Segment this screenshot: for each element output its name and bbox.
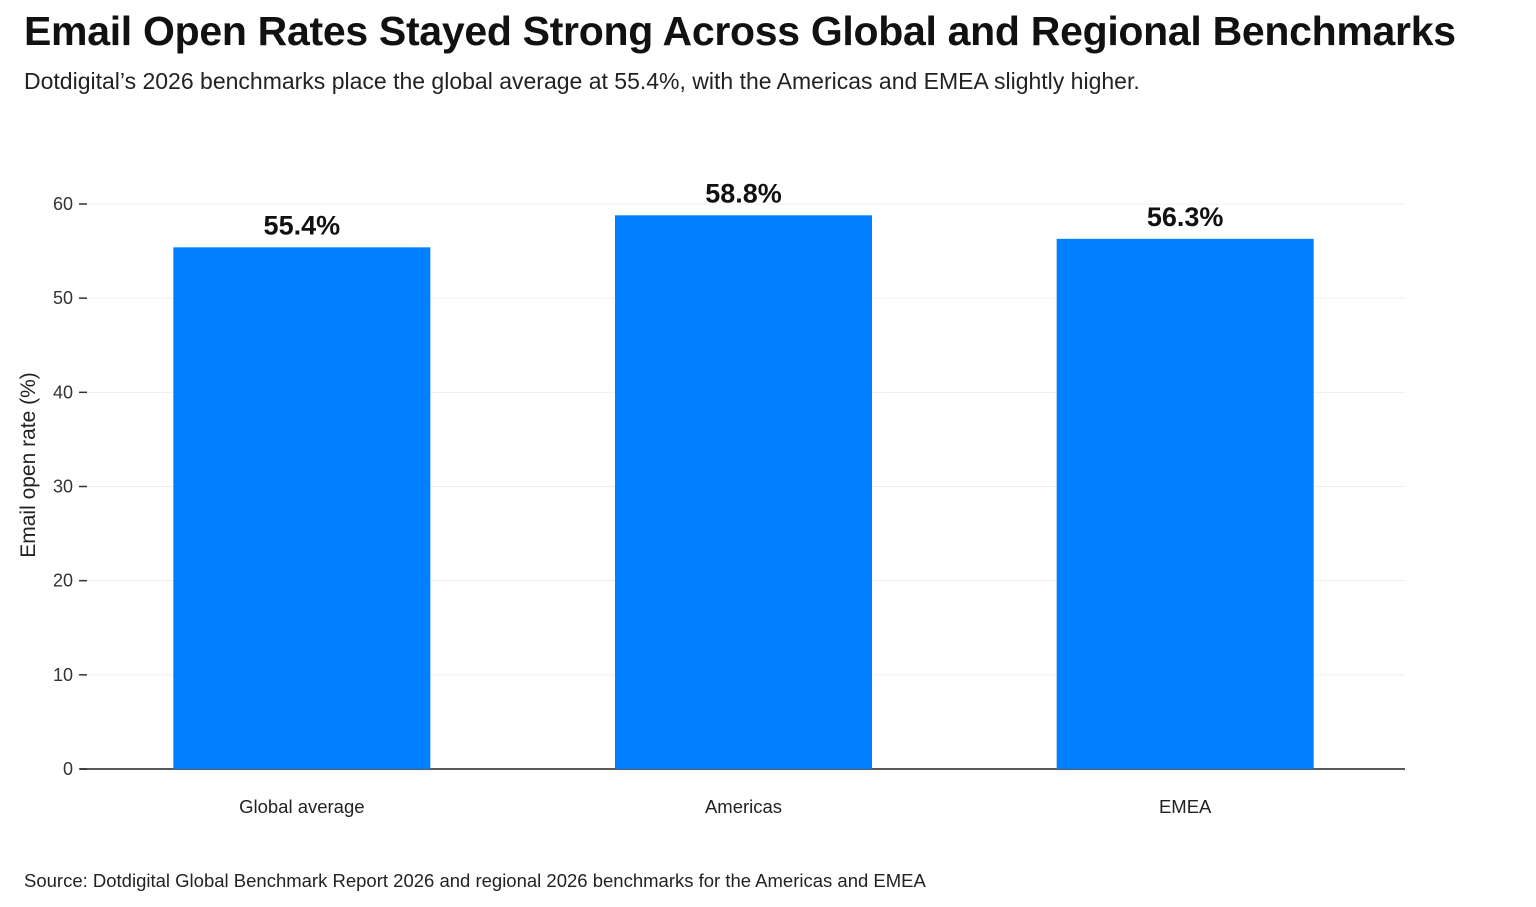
- x-tick-label: Global average: [239, 796, 364, 817]
- y-tick-label: 50: [53, 288, 73, 308]
- y-tick-label: 0: [63, 759, 73, 779]
- data-label: 55.4%: [264, 210, 341, 240]
- y-tick-label: 40: [53, 382, 73, 402]
- data-label: 56.3%: [1147, 202, 1224, 232]
- x-tick-label: EMEA: [1159, 796, 1212, 817]
- bar: [615, 215, 872, 770]
- y-tick-label: 20: [53, 571, 73, 591]
- source-note: Source: Dotdigital Global Benchmark Repo…: [24, 870, 926, 891]
- bar: [1056, 238, 1314, 769]
- bars: 55.4% Global average 58.8% Americas 56.3% EME…: [173, 178, 1314, 817]
- chart-title: Email Open Rates Stayed Strong Across Gl…: [24, 8, 1456, 54]
- chart-subtitle: Dotdigital’s 2026 benchmarks place the g…: [24, 68, 1140, 94]
- x-tick-label: Americas: [705, 796, 782, 817]
- y-tick-label: 60: [53, 194, 73, 214]
- y-tick-label: 10: [53, 665, 73, 685]
- y-tick-label: 30: [53, 477, 73, 497]
- bar: [173, 247, 431, 770]
- y-axis-label: Email open rate (%): [17, 372, 40, 558]
- data-label: 58.8%: [705, 178, 782, 208]
